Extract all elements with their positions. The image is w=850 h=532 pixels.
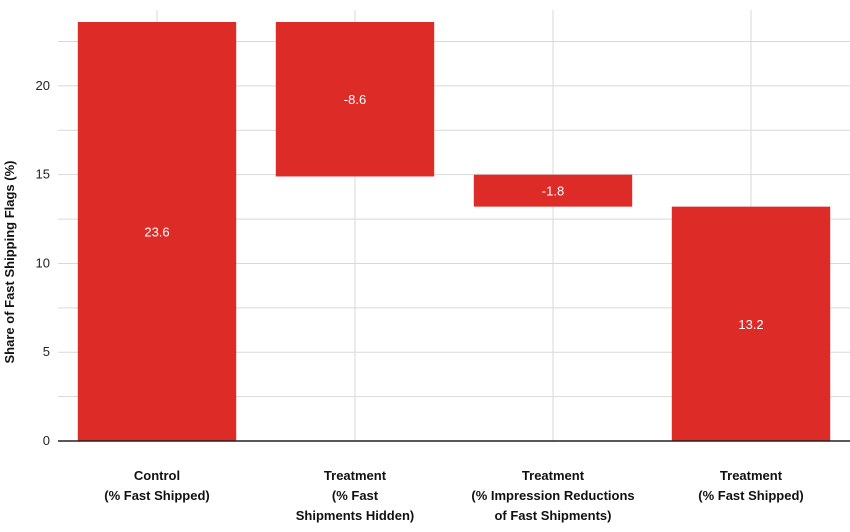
y-tick-label: 15: [36, 167, 50, 182]
x-category-label-line: Shipments Hidden): [296, 508, 414, 523]
x-category-label: Control (% Fast Shipped): [104, 468, 209, 503]
bars-layer: [77, 22, 831, 441]
x-category-label-line: of Fast Shipments): [494, 508, 611, 523]
y-tick-label: 0: [43, 433, 50, 448]
waterfall-bar: [473, 174, 633, 207]
x-category-label-line: Control: [134, 468, 180, 483]
waterfall-bar: [77, 22, 237, 441]
bar-value-label: 13.2: [738, 317, 763, 332]
bar-value-label: 23.6: [144, 225, 169, 240]
x-category-label-line: Treatment: [720, 468, 783, 483]
x-category-label-line: Treatment: [324, 468, 387, 483]
y-tick-label: 5: [43, 344, 50, 359]
y-tick-label: 20: [36, 78, 50, 93]
x-category-label: Treatment (% Fast Shipments Hidden): [296, 468, 414, 523]
x-category-label-line: (% Fast: [332, 488, 379, 503]
waterfall-bar: [671, 206, 831, 441]
x-category-label-line: Treatment: [522, 468, 585, 483]
labels-layer: 23.6 -8.6 -1.8 13.2: [144, 92, 763, 332]
bar-value-label: -8.6: [344, 92, 366, 107]
x-category-label: Treatment (% Fast Shipped): [698, 468, 803, 503]
waterfall-bar: [275, 22, 435, 177]
x-category-label-line: (% Fast Shipped): [104, 488, 209, 503]
bar-value-label: -1.8: [542, 184, 564, 199]
x-category-label-line: (% Impression Reductions: [471, 488, 634, 503]
x-category-label-line: (% Fast Shipped): [698, 488, 803, 503]
y-axis-label: Share of Fast Shipping Flags (%): [2, 161, 17, 364]
x-category-label: Treatment (% Impression Reductions of Fast…: [471, 468, 634, 523]
y-tick-label: 10: [36, 255, 50, 270]
